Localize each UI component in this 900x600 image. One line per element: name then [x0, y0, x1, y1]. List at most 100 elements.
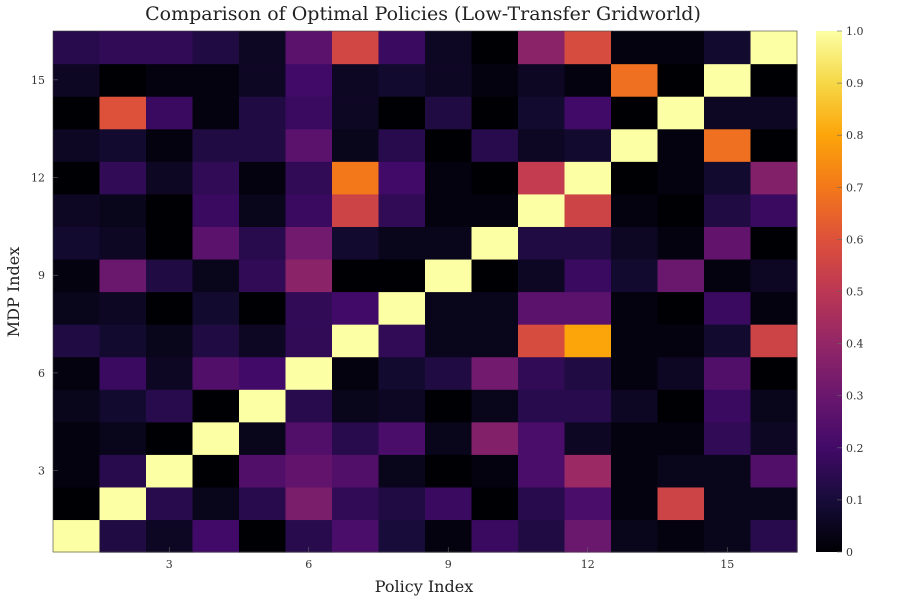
- heatmap-cell: [99, 356, 147, 390]
- heatmap-cell: [564, 324, 612, 358]
- heatmap-cell: [378, 389, 426, 423]
- colorbar-tick-label: 0.1: [846, 494, 864, 507]
- heatmap-cell: [564, 454, 612, 488]
- heatmap-cell: [239, 356, 287, 390]
- heatmap-cell: [611, 291, 659, 325]
- heatmap-cell: [471, 291, 519, 325]
- colorbar-tick-label: 0.6: [846, 233, 864, 246]
- heatmap-cell: [704, 193, 752, 227]
- heatmap-cell: [471, 226, 519, 260]
- heatmap-cell: [378, 161, 426, 195]
- heatmap-cell: [378, 454, 426, 488]
- heatmap-cell: [425, 324, 473, 358]
- heatmap-cell: [53, 486, 101, 521]
- heatmap-cell: [750, 519, 798, 553]
- heatmap-cell: [657, 291, 705, 325]
- heatmap-cell: [518, 63, 566, 97]
- heatmap-cell: [471, 356, 519, 390]
- heatmap-cell: [192, 226, 240, 260]
- heatmap-cell: [750, 193, 798, 227]
- heatmap-cell: [239, 63, 287, 97]
- heatmap-cell: [332, 193, 380, 227]
- heatmap-cell: [146, 389, 194, 423]
- heatmap-cell: [704, 421, 752, 455]
- heatmap-cell: [192, 31, 240, 65]
- heatmap-cell: [657, 421, 705, 455]
- heatmap-cell: [146, 128, 194, 162]
- heatmap-cell: [285, 96, 333, 130]
- heatmap-cell: [53, 161, 101, 195]
- heatmap-cell: [425, 31, 473, 65]
- heatmap-cell: [192, 486, 240, 521]
- heatmap-cell: [611, 486, 659, 521]
- heatmap-cell: [564, 356, 612, 390]
- heatmap-cell: [518, 291, 566, 325]
- heatmap-cell: [146, 324, 194, 358]
- heatmap-cell: [471, 486, 519, 521]
- heatmap-cell: [192, 63, 240, 97]
- heatmap-cell: [471, 161, 519, 195]
- heatmap-cell: [657, 519, 705, 553]
- heatmap-cell: [99, 128, 147, 162]
- heatmap-cell: [750, 356, 798, 390]
- heatmap-cell: [99, 454, 147, 488]
- heatmap-cell: [657, 356, 705, 390]
- heatmap-cell: [518, 161, 566, 195]
- heatmap-cell: [285, 226, 333, 260]
- heatmap-cell: [704, 63, 752, 97]
- heatmap-cell: [611, 193, 659, 227]
- heatmap-cell: [53, 63, 101, 97]
- heatmap-cell: [425, 226, 473, 260]
- heatmap-cell: [53, 96, 101, 130]
- heatmap-cell: [99, 161, 147, 195]
- heatmap-cell: [285, 63, 333, 97]
- heatmap-cell: [704, 324, 752, 358]
- heatmap-cell: [425, 161, 473, 195]
- x-tick-label: 9: [445, 558, 452, 571]
- plot-frame: [52, 30, 798, 553]
- x-tick-label: 3: [166, 558, 173, 571]
- heatmap-cell: [518, 96, 566, 130]
- heatmap-cell: [239, 486, 287, 521]
- heatmap-cell: [611, 128, 659, 162]
- heatmap-cell: [192, 421, 240, 455]
- heatmap-cell: [99, 31, 147, 65]
- heatmap-cell: [564, 421, 612, 455]
- heatmap-cell: [53, 519, 101, 553]
- heatmap-cell: [704, 226, 752, 260]
- heatmap-cell: [99, 258, 147, 293]
- heatmap-cell: [99, 193, 147, 227]
- heatmap-cell: [611, 421, 659, 455]
- heatmap-cell: [285, 31, 333, 65]
- heatmap-cell: [750, 454, 798, 488]
- heatmap-cell: [425, 193, 473, 227]
- heatmap-cell: [750, 161, 798, 195]
- heatmap-cell: [564, 161, 612, 195]
- heatmap-cell: [192, 389, 240, 423]
- heatmap-cell: [378, 128, 426, 162]
- heatmap-cell: [657, 389, 705, 423]
- x-tick-label: 12: [581, 558, 595, 571]
- heatmap-cell: [750, 63, 798, 97]
- heatmap-cell: [425, 486, 473, 521]
- colorbar-tick-label: 0.8: [846, 129, 864, 142]
- heatmap-cell: [146, 63, 194, 97]
- y-tick-label: 9: [38, 269, 45, 282]
- heatmap-cell: [378, 31, 426, 65]
- heatmap-cell: [518, 519, 566, 553]
- heatmap-cell: [239, 96, 287, 130]
- heatmap-cell: [425, 454, 473, 488]
- heatmap-cell: [332, 96, 380, 130]
- heatmap-cell: [146, 486, 194, 521]
- heatmap-cell: [146, 226, 194, 260]
- heatmap-cell: [378, 96, 426, 130]
- heatmap-cell: [332, 389, 380, 423]
- heatmap-cell: [192, 291, 240, 325]
- heatmap-cell: [611, 258, 659, 293]
- heatmap-cell: [564, 389, 612, 423]
- heatmap-cell: [564, 486, 612, 521]
- chart-title: Comparison of Optimal Policies (Low-Tran…: [145, 3, 701, 25]
- heatmap-cell: [146, 356, 194, 390]
- heatmap-cell: [657, 31, 705, 65]
